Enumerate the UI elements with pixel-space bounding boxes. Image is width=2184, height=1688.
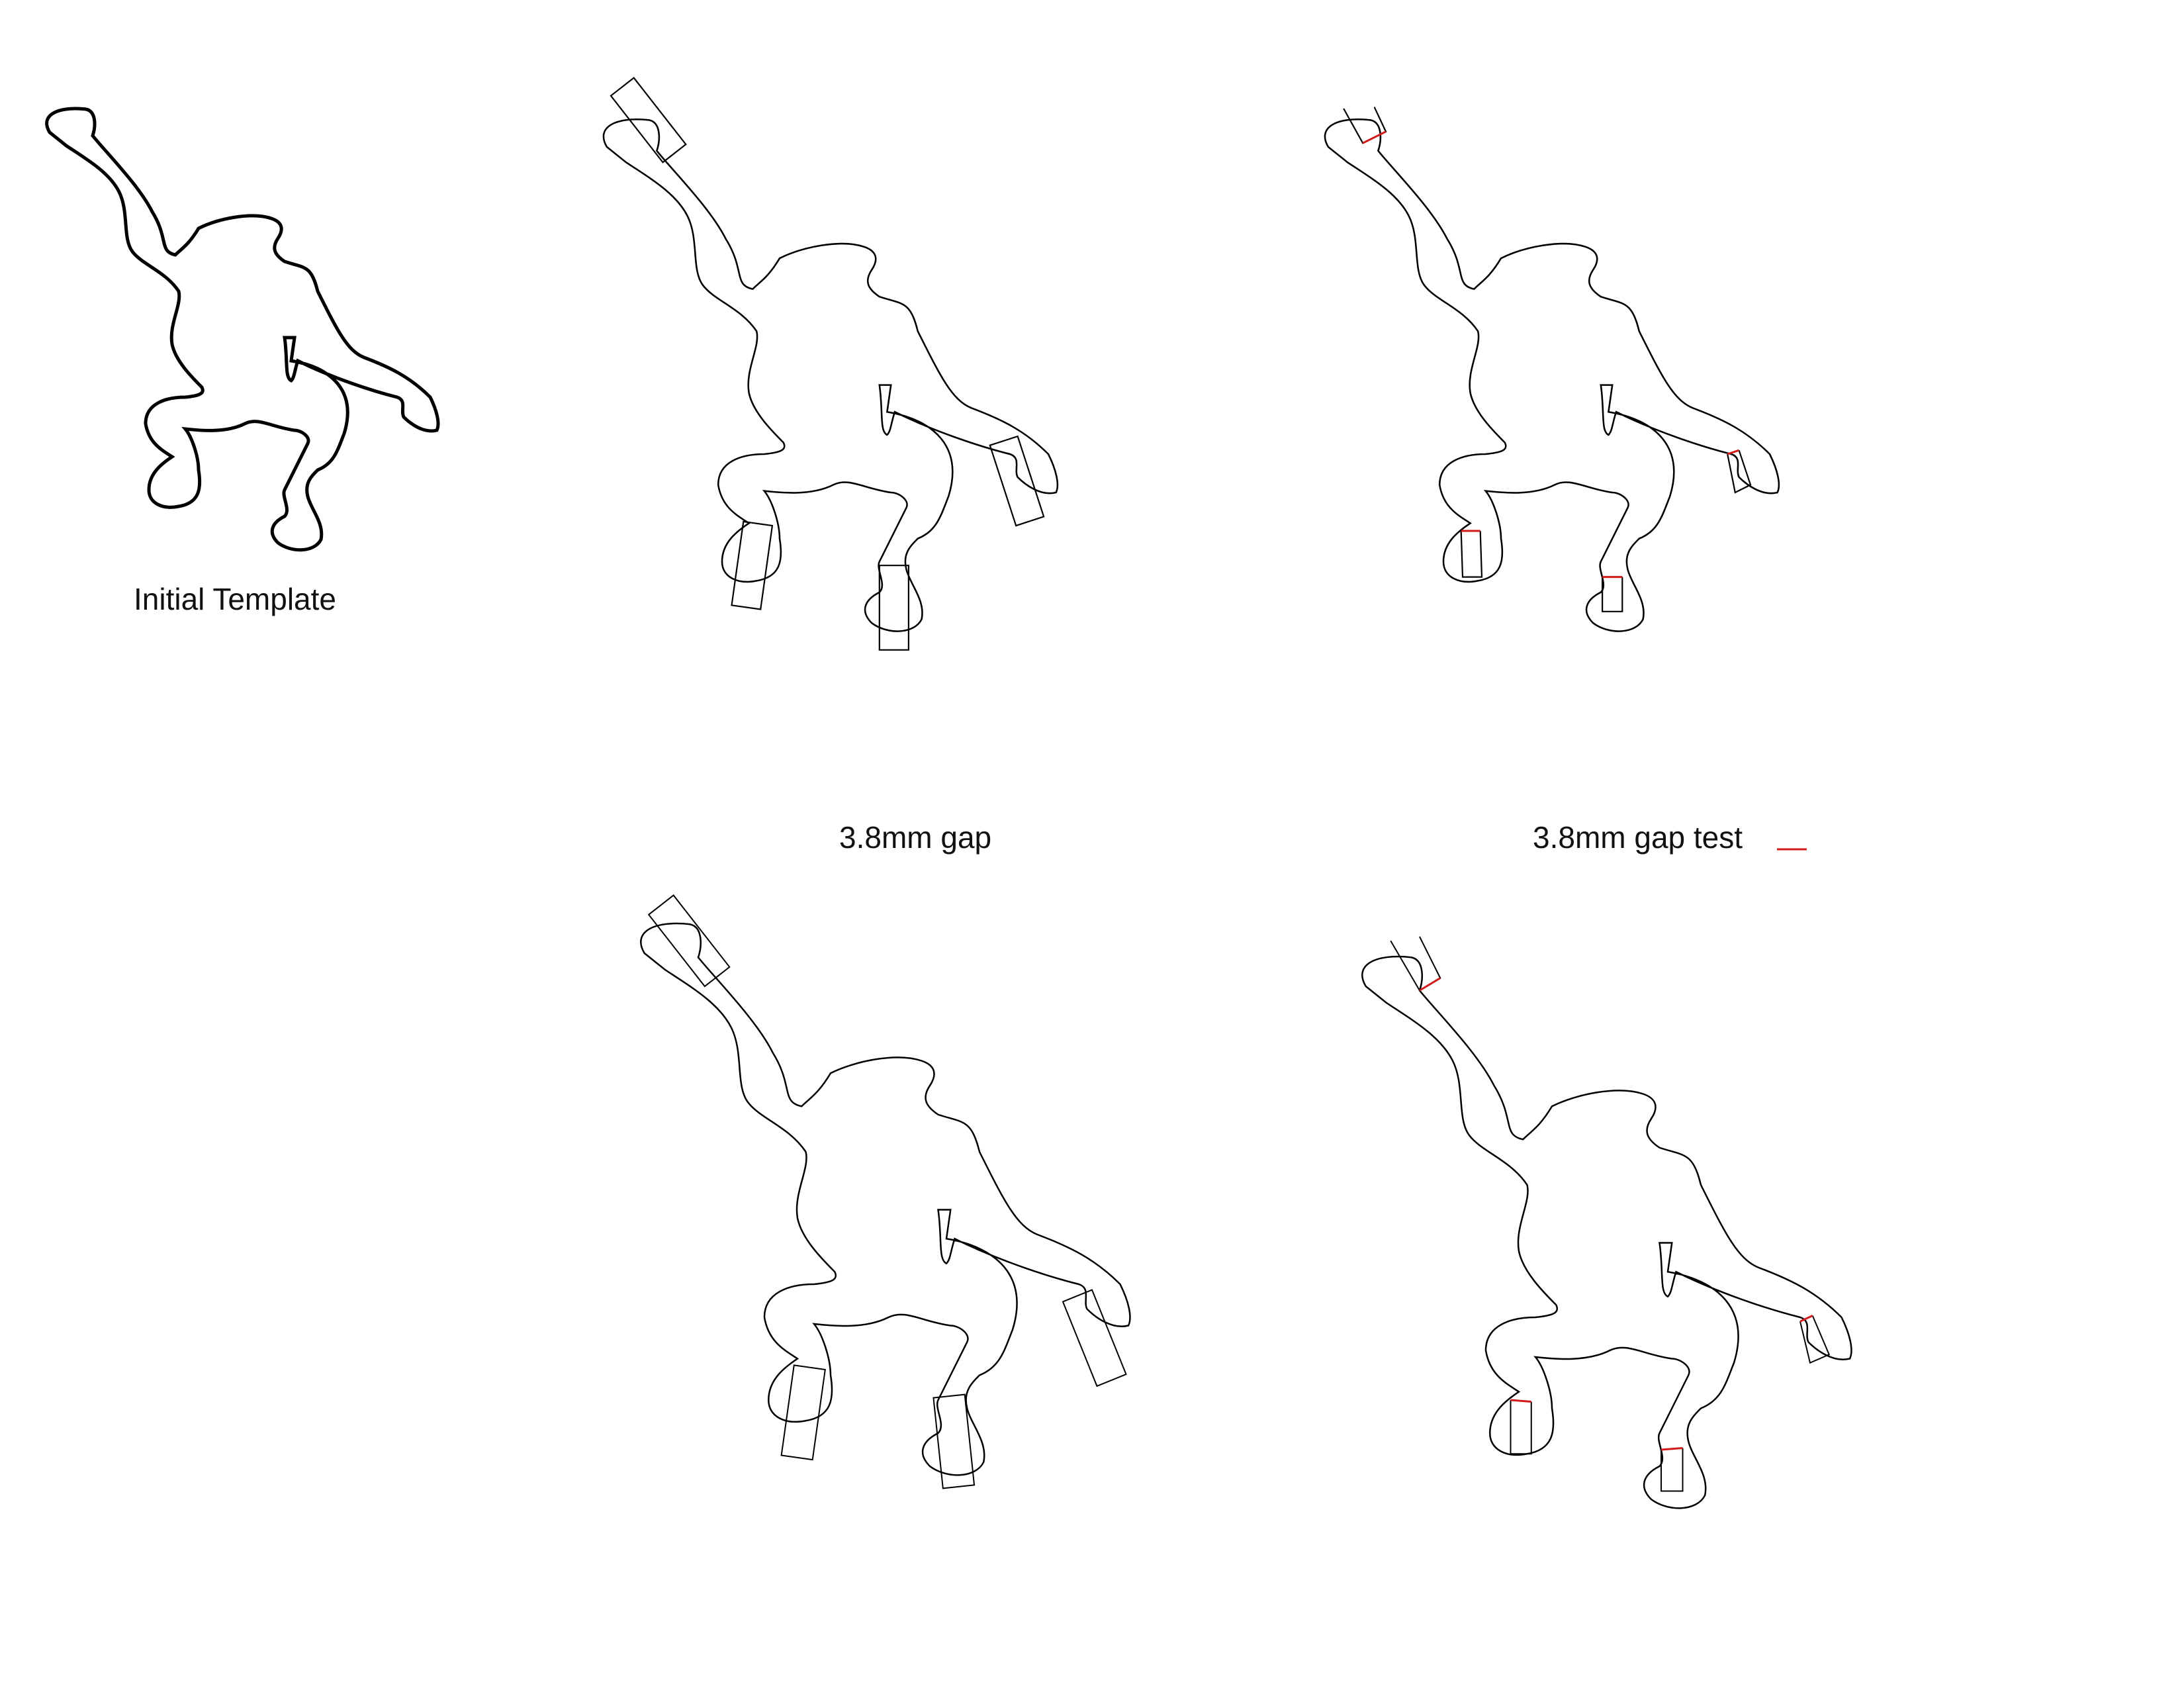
slot-marker bbox=[611, 78, 686, 163]
notch bbox=[1461, 531, 1482, 577]
notch bbox=[1511, 1400, 1531, 1454]
notches bbox=[1390, 937, 1829, 1491]
initial-template-caption: Initial Template bbox=[134, 582, 336, 616]
cut-line bbox=[1661, 1448, 1683, 1450]
notch bbox=[1602, 577, 1622, 612]
large-slot-outline bbox=[640, 895, 1131, 1488]
initial-template-outline bbox=[47, 109, 438, 550]
notches bbox=[1343, 107, 1751, 612]
cut-line bbox=[1727, 450, 1739, 454]
cut-line bbox=[1511, 1400, 1531, 1402]
gap-slot-outline bbox=[602, 78, 1059, 650]
cut-line bbox=[1800, 1316, 1813, 1322]
notch bbox=[1800, 1316, 1829, 1363]
notch bbox=[1727, 450, 1751, 492]
cut-lines bbox=[1420, 978, 1813, 1450]
notch bbox=[1661, 1448, 1683, 1491]
slot-markers bbox=[649, 895, 1126, 1488]
slot-marker bbox=[933, 1395, 974, 1489]
cut-line bbox=[1420, 978, 1440, 991]
cut-line bbox=[1363, 132, 1386, 143]
gap-caption: 3.8mm gap bbox=[839, 820, 992, 855]
notch bbox=[1343, 107, 1386, 144]
slot-marker bbox=[880, 565, 909, 650]
slot-markers bbox=[611, 78, 1044, 650]
gap-test-caption: 3.8mm gap test bbox=[1533, 820, 1743, 855]
slot-marker bbox=[1063, 1290, 1126, 1386]
cut-lines bbox=[1363, 132, 1739, 577]
large-test-outline bbox=[1361, 937, 1852, 1509]
slot-marker bbox=[649, 895, 729, 986]
gap-test-outline bbox=[1324, 107, 1780, 632]
slot-marker bbox=[782, 1365, 825, 1460]
slot-marker bbox=[732, 522, 772, 609]
slot-marker bbox=[990, 436, 1044, 526]
